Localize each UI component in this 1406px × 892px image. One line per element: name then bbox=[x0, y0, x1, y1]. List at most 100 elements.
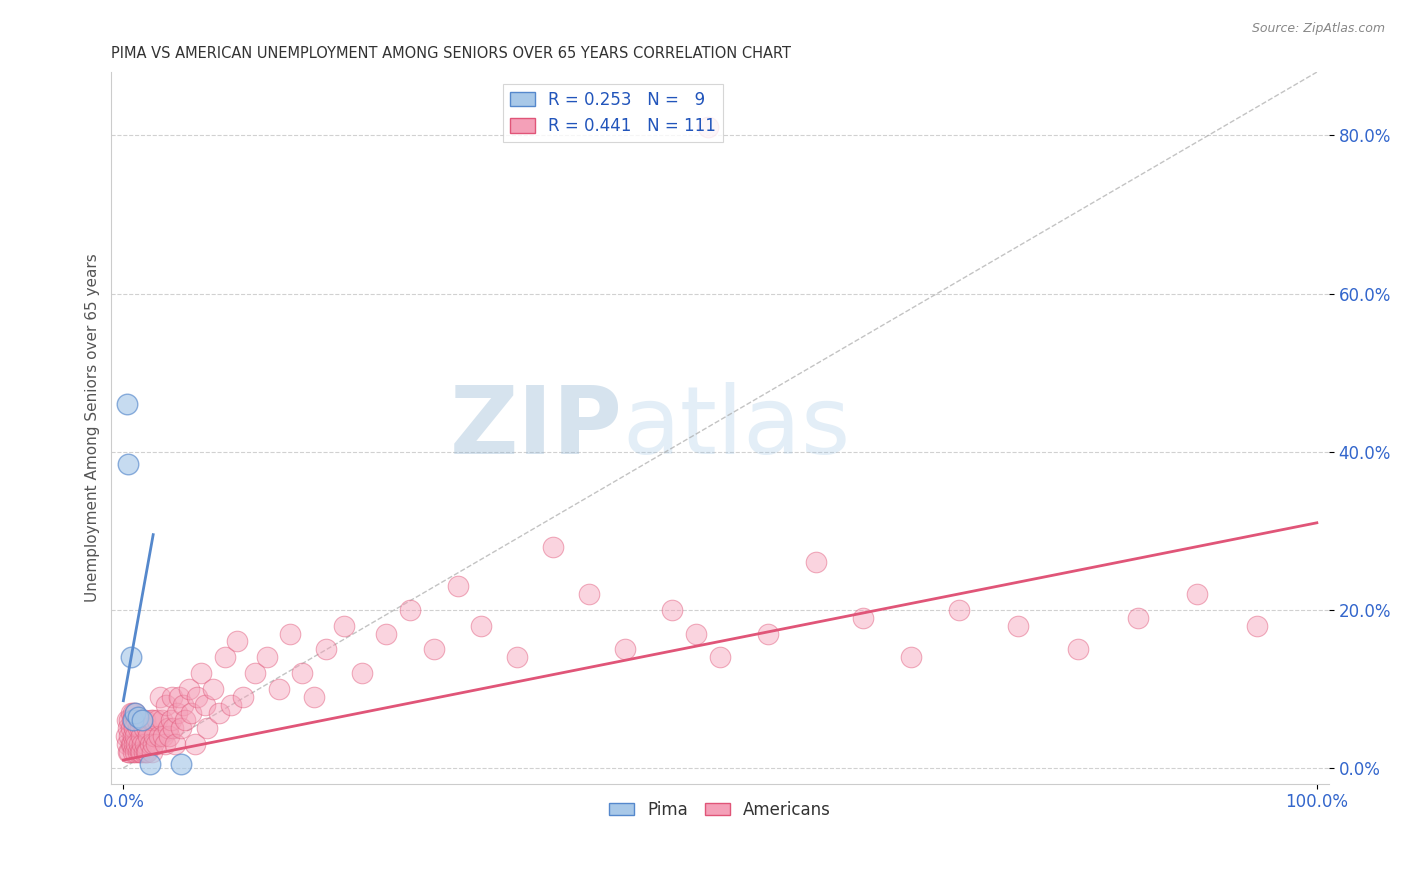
Point bbox=[122, 722, 145, 736]
Point bbox=[124, 706, 146, 720]
Point bbox=[131, 714, 153, 728]
Point bbox=[138, 737, 160, 751]
Point bbox=[374, 626, 396, 640]
Point bbox=[243, 666, 266, 681]
Point bbox=[148, 729, 170, 743]
Point bbox=[124, 745, 146, 759]
Point bbox=[153, 737, 176, 751]
Point bbox=[280, 626, 302, 640]
Point bbox=[214, 650, 236, 665]
Point bbox=[120, 722, 142, 736]
Point bbox=[143, 729, 166, 743]
Point bbox=[138, 729, 160, 743]
Point bbox=[201, 681, 224, 696]
Point bbox=[132, 745, 155, 759]
Point bbox=[136, 745, 159, 759]
Point bbox=[709, 650, 731, 665]
Point bbox=[186, 690, 208, 704]
Point bbox=[128, 714, 150, 728]
Point bbox=[232, 690, 254, 704]
Point bbox=[117, 745, 139, 759]
Point bbox=[122, 745, 145, 759]
Point bbox=[166, 706, 188, 720]
Point bbox=[193, 698, 215, 712]
Point bbox=[131, 714, 153, 728]
Point bbox=[114, 729, 136, 743]
Point bbox=[157, 729, 180, 743]
Text: PIMA VS AMERICAN UNEMPLOYMENT AMONG SENIORS OVER 65 YEARS CORRELATION CHART: PIMA VS AMERICAN UNEMPLOYMENT AMONG SENI… bbox=[111, 46, 792, 62]
Point bbox=[127, 745, 149, 759]
Point bbox=[142, 737, 165, 751]
Point bbox=[169, 756, 191, 771]
Point bbox=[122, 706, 145, 720]
Point bbox=[1246, 618, 1268, 632]
Point bbox=[162, 722, 184, 736]
Point bbox=[121, 737, 143, 751]
Point bbox=[578, 587, 600, 601]
Point bbox=[145, 714, 167, 728]
Point bbox=[208, 706, 231, 720]
Point bbox=[352, 666, 374, 681]
Point bbox=[162, 690, 184, 704]
Point bbox=[948, 603, 970, 617]
Point bbox=[150, 714, 173, 728]
Point bbox=[160, 714, 183, 728]
Point bbox=[304, 690, 326, 704]
Point bbox=[118, 714, 141, 728]
Point bbox=[125, 737, 148, 751]
Point bbox=[122, 737, 145, 751]
Point bbox=[852, 610, 875, 624]
Point bbox=[128, 737, 150, 751]
Point bbox=[613, 642, 636, 657]
Point bbox=[117, 457, 139, 471]
Point bbox=[120, 737, 142, 751]
Point bbox=[506, 650, 529, 665]
Text: ZIP: ZIP bbox=[450, 382, 623, 474]
Point bbox=[122, 714, 145, 728]
Point bbox=[117, 722, 139, 736]
Point bbox=[1126, 610, 1149, 624]
Point bbox=[115, 397, 138, 411]
Point bbox=[172, 698, 194, 712]
Point bbox=[541, 540, 564, 554]
Point bbox=[398, 603, 420, 617]
Point bbox=[1187, 587, 1209, 601]
Point bbox=[267, 681, 290, 696]
Point bbox=[256, 650, 278, 665]
Point bbox=[122, 729, 145, 743]
Legend: Pima, Americans: Pima, Americans bbox=[602, 794, 838, 825]
Point bbox=[125, 714, 148, 728]
Point bbox=[446, 579, 468, 593]
Point bbox=[315, 642, 337, 657]
Point bbox=[219, 698, 242, 712]
Point bbox=[174, 714, 197, 728]
Point bbox=[129, 745, 152, 759]
Point bbox=[804, 555, 827, 569]
Point bbox=[131, 737, 153, 751]
Point bbox=[177, 681, 200, 696]
Point bbox=[121, 714, 143, 728]
Point bbox=[124, 706, 146, 720]
Point bbox=[118, 745, 141, 759]
Point bbox=[470, 618, 492, 632]
Point bbox=[156, 722, 179, 736]
Point bbox=[422, 642, 444, 657]
Point bbox=[661, 603, 683, 617]
Point bbox=[152, 729, 174, 743]
Point bbox=[900, 650, 922, 665]
Point bbox=[169, 722, 191, 736]
Point bbox=[141, 745, 163, 759]
Point bbox=[134, 737, 156, 751]
Text: atlas: atlas bbox=[623, 382, 851, 474]
Point bbox=[134, 714, 156, 728]
Point bbox=[127, 722, 149, 736]
Point bbox=[225, 634, 247, 648]
Y-axis label: Unemployment Among Seniors over 65 years: Unemployment Among Seniors over 65 years bbox=[86, 253, 100, 602]
Point bbox=[139, 714, 162, 728]
Point bbox=[132, 722, 155, 736]
Point bbox=[120, 650, 142, 665]
Point bbox=[180, 706, 202, 720]
Point bbox=[149, 690, 172, 704]
Point bbox=[145, 737, 167, 751]
Point bbox=[135, 745, 157, 759]
